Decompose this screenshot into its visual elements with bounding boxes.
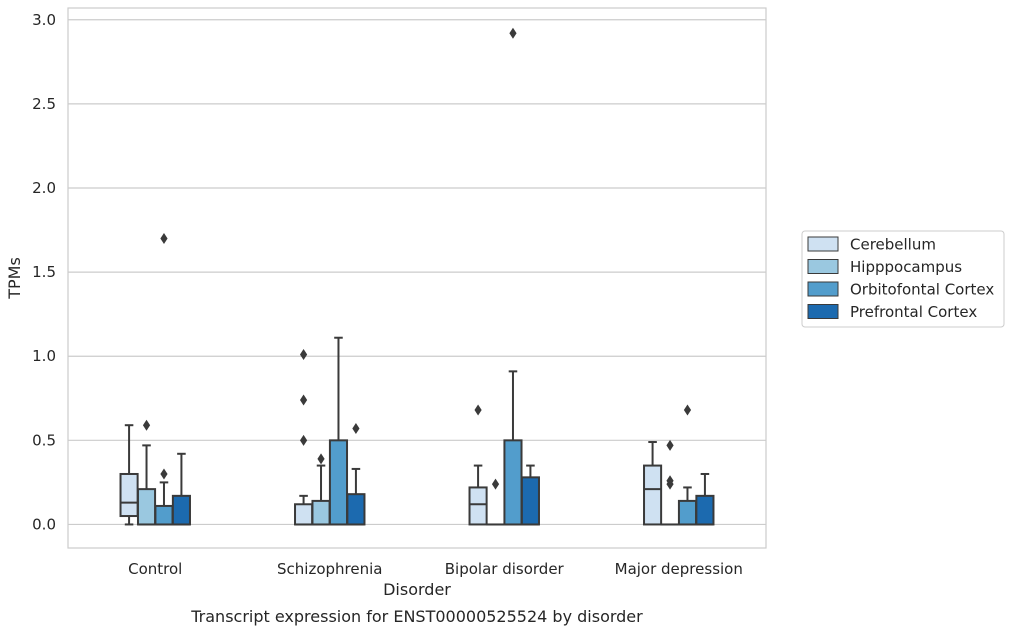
box-2-3: [520, 464, 540, 526]
y-tick-label: 2.0: [32, 179, 56, 197]
box-1-0: [294, 349, 314, 526]
legend-swatch: [807, 281, 839, 297]
box-3-0: [643, 441, 663, 526]
outlier-point: [160, 232, 168, 244]
box-1-1: [311, 453, 331, 526]
legend-frame: [801, 230, 1005, 328]
x-tick-labels: Control Schizophrenia Bipolar disorder Majo…: [128, 560, 743, 578]
legend-label: Hipppocampus: [850, 258, 962, 276]
box-iqr: [468, 486, 488, 526]
box-2-2: [503, 27, 523, 526]
box-0-0: [119, 424, 139, 526]
x-tick-label: Major depression: [615, 560, 743, 578]
y-tick-label: 0.0: [32, 515, 56, 533]
x-tick-label: Control: [128, 560, 182, 578]
box-iqr: [677, 499, 698, 526]
outlier-point: [299, 349, 308, 361]
y-tick-label: 2.5: [32, 95, 56, 113]
legend-label: Cerebellum: [850, 236, 936, 254]
box-iqr: [695, 494, 715, 526]
outlier-point: [317, 453, 325, 465]
outlier-point: [666, 475, 674, 487]
box-iqr: [136, 488, 157, 526]
box-1-2: [328, 336, 349, 526]
legend-label: Prefrontal Cortex: [850, 303, 977, 321]
legend-label: Orbitofontal Cortex: [850, 281, 994, 299]
outlier-point: [683, 404, 692, 416]
outlier-point: [299, 434, 308, 446]
box-iqr: [503, 439, 523, 526]
box-1-3: [346, 423, 366, 526]
y-tick-labels: 0.0 0.5 1.0 1.5 2.0 2.5 3.0: [32, 11, 56, 534]
y-tick-label: 0.5: [32, 431, 56, 449]
box-iqr: [643, 464, 663, 526]
box-3-3: [695, 472, 715, 526]
y-tick-label: 1.0: [32, 347, 56, 365]
box-iqr: [119, 472, 139, 518]
outlier-point: [160, 468, 168, 480]
box-iqr: [328, 439, 349, 526]
x-axis-title: Disorder: [383, 580, 451, 599]
box-0-3: [171, 452, 191, 526]
box-2-1: [485, 478, 506, 526]
y-tick-label: 3.0: [32, 11, 56, 29]
x-tick-label: Bipolar disorder: [445, 560, 565, 578]
box-iqr: [311, 499, 331, 526]
outlier-point: [299, 394, 308, 406]
legend-swatch: [807, 236, 839, 252]
outlier-point: [666, 439, 674, 451]
y-tick-label: 1.5: [32, 263, 56, 281]
gridlines: [68, 19, 766, 526]
legend: Cerebellum Hipppocampus Orbitofontal Corte…: [801, 230, 1005, 328]
box-plot-marks: [119, 27, 715, 526]
legend-swatch: [807, 259, 839, 274]
legend-swatch: [807, 304, 839, 319]
outlier-point: [142, 419, 151, 431]
box-0-1: [136, 419, 157, 526]
box-iqr: [154, 504, 174, 526]
outlier-point: [474, 404, 482, 416]
y-axis-title: TPMs: [5, 257, 24, 300]
outlier-point: [352, 423, 360, 435]
outlier-point: [509, 27, 517, 39]
plot-frame: [67, 7, 767, 549]
box-iqr: [520, 476, 540, 526]
x-tick-label: Schizophrenia: [277, 560, 382, 578]
box-iqr: [346, 493, 366, 526]
box-0-2: [154, 232, 174, 526]
box-iqr: [171, 494, 191, 526]
box-3-2: [677, 404, 698, 526]
box-2-0: [468, 404, 488, 526]
box-3-1: [660, 439, 680, 526]
chart-caption: Transcript expression for ENST0000052552…: [190, 607, 643, 626]
box-iqr: [294, 503, 314, 526]
outlier-point: [491, 478, 500, 490]
